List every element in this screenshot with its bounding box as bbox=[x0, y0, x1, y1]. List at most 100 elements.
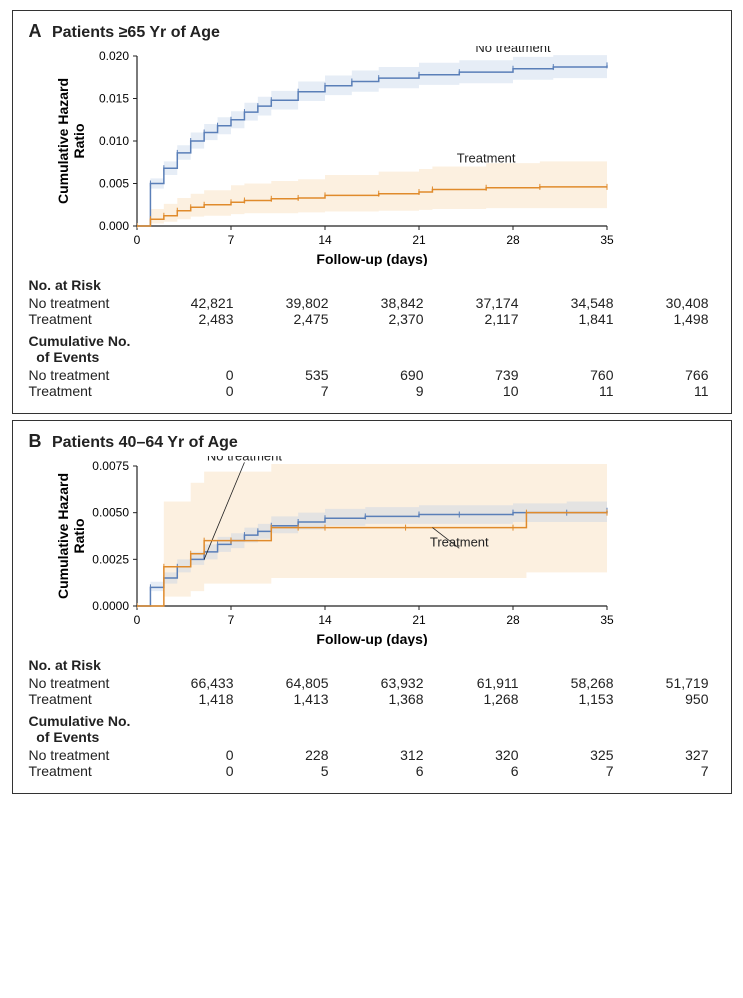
risk-section-header: Cumulative No. of Events bbox=[29, 713, 717, 745]
risk-cell: 7 bbox=[246, 383, 337, 399]
x-axis-label: Follow-up (days) bbox=[316, 631, 427, 646]
risk-cell: 0 bbox=[151, 763, 242, 779]
risk-cell: 535 bbox=[246, 367, 337, 383]
risk-cell: 5 bbox=[246, 763, 337, 779]
risk-cell: 61,911 bbox=[436, 675, 527, 691]
risk-cell: 1,498 bbox=[626, 311, 717, 327]
risk-cell: 63,932 bbox=[341, 675, 432, 691]
y-axis-label: Cumulative HazardRatio bbox=[55, 473, 87, 599]
panel-b-title: B Patients 40–64 Yr of Age bbox=[29, 431, 717, 452]
risk-cell: 690 bbox=[341, 367, 432, 383]
x-tick-label: 28 bbox=[506, 233, 520, 247]
risk-cell: 6 bbox=[341, 763, 432, 779]
risk-section-header: No. at Risk bbox=[29, 657, 717, 673]
treatment-ci-band bbox=[137, 160, 607, 226]
risk-row: No treatment0535690739760766 bbox=[27, 367, 717, 383]
y-tick-label: 0.0050 bbox=[92, 506, 129, 520]
risk-cell: 1,368 bbox=[341, 691, 432, 707]
risk-cell: 766 bbox=[626, 367, 717, 383]
no_treatment-label: No treatment bbox=[206, 456, 282, 463]
risk-cell: 1,418 bbox=[151, 691, 242, 707]
risk-cell: 39,802 bbox=[246, 295, 337, 311]
risk-row: Treatment056677 bbox=[27, 763, 717, 779]
risk-cell: 10 bbox=[436, 383, 527, 399]
y-axis-label: Cumulative HazardRatio bbox=[55, 78, 87, 204]
chart-svg: 07142128350.0000.0050.0100.0150.020Follo… bbox=[27, 46, 627, 266]
risk-row-label: Treatment bbox=[27, 691, 147, 707]
risk-row-label: No treatment bbox=[27, 295, 147, 311]
x-tick-label: 0 bbox=[133, 613, 140, 627]
risk-cell: 1,413 bbox=[246, 691, 337, 707]
risk-cell: 1,153 bbox=[531, 691, 622, 707]
risk-cell: 11 bbox=[531, 383, 622, 399]
risk-cell: 1,268 bbox=[436, 691, 527, 707]
x-tick-label: 0 bbox=[133, 233, 140, 247]
x-tick-label: 21 bbox=[412, 613, 426, 627]
risk-cell: 228 bbox=[246, 747, 337, 763]
risk-cell: 1,841 bbox=[531, 311, 622, 327]
panel-a-title-text: Patients ≥65 Yr of Age bbox=[52, 24, 220, 41]
risk-row: Treatment2,4832,4752,3702,1171,8411,498 bbox=[27, 311, 717, 327]
y-tick-label: 0.010 bbox=[98, 134, 128, 148]
panel-a-title: A Patients ≥65 Yr of Age bbox=[29, 21, 717, 42]
chart-svg: 07142128350.00000.00250.00500.0075Follow… bbox=[27, 456, 627, 646]
risk-section-header: No. at Risk bbox=[29, 277, 717, 293]
x-axis-label: Follow-up (days) bbox=[316, 251, 427, 266]
risk-row: No treatment66,43364,80563,93261,91158,2… bbox=[27, 675, 717, 691]
treatment-label: Treatment bbox=[456, 150, 515, 165]
x-tick-label: 28 bbox=[506, 613, 520, 627]
risk-cell: 30,408 bbox=[626, 295, 717, 311]
treatment-label: Treatment bbox=[429, 534, 488, 549]
y-tick-label: 0.0000 bbox=[92, 599, 129, 613]
risk-row-label: Treatment bbox=[27, 763, 147, 779]
y-tick-label: 0.0075 bbox=[92, 459, 129, 473]
risk-cell: 38,842 bbox=[341, 295, 432, 311]
panel-a-letter: A bbox=[29, 21, 42, 41]
risk-cell: 739 bbox=[436, 367, 527, 383]
risk-cell: 9 bbox=[341, 383, 432, 399]
risk-section-header: Cumulative No. of Events bbox=[29, 333, 717, 365]
panel-b: B Patients 40–64 Yr of Age 07142128350.0… bbox=[12, 420, 732, 794]
risk-cell: 2,483 bbox=[151, 311, 242, 327]
risk-cell: 11 bbox=[626, 383, 717, 399]
risk-cell: 7 bbox=[626, 763, 717, 779]
risk-cell: 37,174 bbox=[436, 295, 527, 311]
y-tick-label: 0.000 bbox=[98, 219, 128, 233]
x-tick-label: 35 bbox=[600, 233, 614, 247]
no_treatment-label: No treatment bbox=[475, 46, 551, 55]
risk-cell: 2,475 bbox=[246, 311, 337, 327]
risk-cell: 0 bbox=[151, 747, 242, 763]
panel-a: A Patients ≥65 Yr of Age 07142128350.000… bbox=[12, 10, 732, 414]
risk-row: No treatment42,82139,80238,84237,17434,5… bbox=[27, 295, 717, 311]
x-tick-label: 14 bbox=[318, 233, 332, 247]
x-tick-label: 21 bbox=[412, 233, 426, 247]
risk-cell: 7 bbox=[531, 763, 622, 779]
panel-b-letter: B bbox=[29, 431, 42, 451]
risk-cell: 42,821 bbox=[151, 295, 242, 311]
risk-cell: 58,268 bbox=[531, 675, 622, 691]
risk-cell: 64,805 bbox=[246, 675, 337, 691]
panel-a-chart: 07142128350.0000.0050.0100.0150.020Follo… bbox=[27, 46, 717, 271]
panel-b-risk-table: No. at Risk No treatment66,43364,80563,93… bbox=[27, 657, 717, 779]
risk-row-label: Treatment bbox=[27, 311, 147, 327]
risk-cell: 2,370 bbox=[341, 311, 432, 327]
risk-row-label: Treatment bbox=[27, 383, 147, 399]
x-tick-label: 14 bbox=[318, 613, 332, 627]
risk-cell: 760 bbox=[531, 367, 622, 383]
risk-cell: 34,548 bbox=[531, 295, 622, 311]
risk-row-label: No treatment bbox=[27, 367, 147, 383]
treatment-ci-band bbox=[137, 456, 607, 606]
panel-a-risk-table: No. at RiskNo treatment42,82139,80238,84… bbox=[27, 277, 717, 399]
y-tick-label: 0.005 bbox=[98, 177, 128, 191]
x-tick-label: 7 bbox=[227, 233, 234, 247]
risk-cell: 2,117 bbox=[436, 311, 527, 327]
risk-cell: 0 bbox=[151, 367, 242, 383]
x-tick-label: 7 bbox=[227, 613, 234, 627]
panel-b-chart: 07142128350.00000.00250.00500.0075Follow… bbox=[27, 456, 717, 651]
panel-b-title-text: Patients 40–64 Yr of Age bbox=[52, 434, 238, 451]
risk-cell: 327 bbox=[626, 747, 717, 763]
figure: A Patients ≥65 Yr of Age 07142128350.000… bbox=[12, 10, 732, 794]
risk-cell: 0 bbox=[151, 383, 242, 399]
risk-cell: 325 bbox=[531, 747, 622, 763]
y-tick-label: 0.020 bbox=[98, 49, 128, 63]
